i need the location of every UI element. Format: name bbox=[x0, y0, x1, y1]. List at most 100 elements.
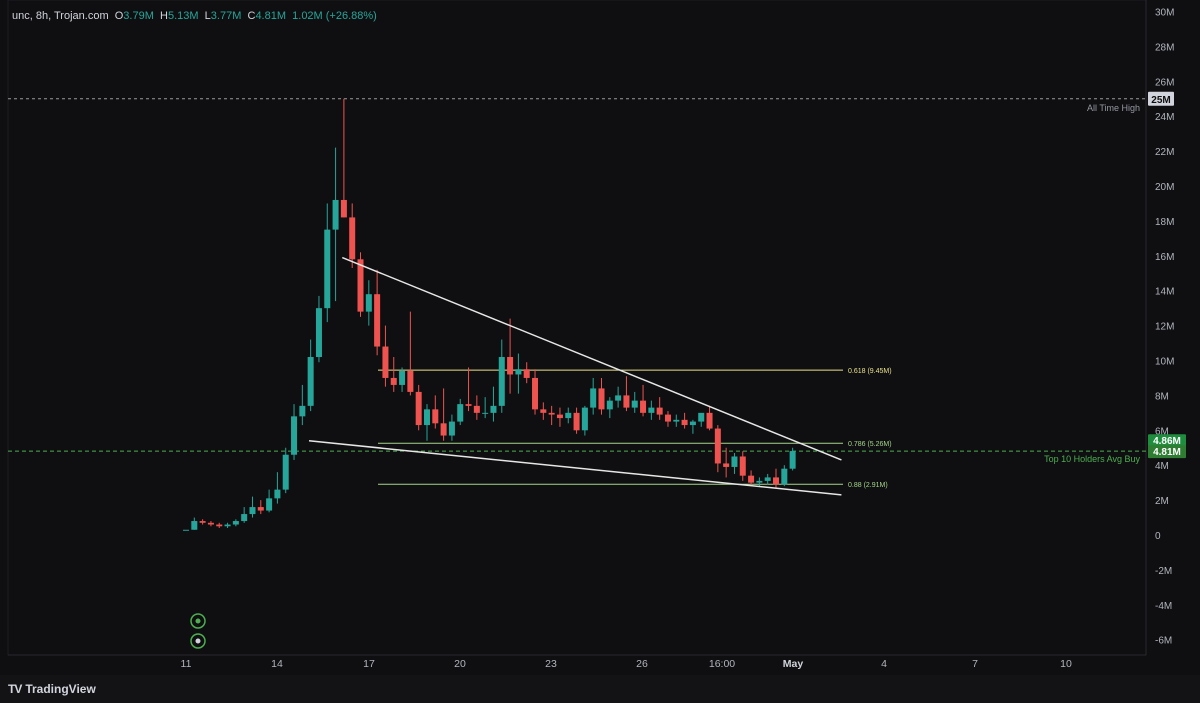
candle-body bbox=[648, 407, 655, 413]
candle-body bbox=[432, 409, 439, 424]
fib-level-label: 0.786 (5.26M) bbox=[848, 441, 892, 448]
y-tick-label: 20M bbox=[1155, 182, 1174, 193]
candle-body bbox=[698, 412, 705, 422]
y-tick-label: 2M bbox=[1155, 496, 1169, 507]
candle-body bbox=[748, 475, 755, 483]
candle-body bbox=[224, 524, 231, 527]
x-tick-label: 16:00 bbox=[709, 658, 735, 670]
candle-body bbox=[540, 409, 547, 413]
x-tick-label: 11 bbox=[181, 658, 192, 670]
x-tick-label: 14 bbox=[271, 658, 283, 670]
y-tick-label: 10M bbox=[1155, 357, 1174, 368]
y-tick-label: -2M bbox=[1155, 566, 1172, 577]
candle-body bbox=[465, 404, 472, 406]
candle-body bbox=[191, 521, 198, 530]
y-tick-label: -4M bbox=[1155, 601, 1172, 612]
candle-body bbox=[756, 480, 763, 483]
y-tick-label: 12M bbox=[1155, 322, 1174, 333]
candle-body bbox=[266, 498, 273, 511]
candle-body bbox=[407, 370, 414, 392]
symbol-legend: unc, 8h, Trojan.com O3.79M H5.13M L3.77M… bbox=[12, 10, 377, 22]
x-tick-label: 7 bbox=[972, 658, 978, 670]
candle-body bbox=[556, 414, 563, 419]
tradingview-name: TradingView bbox=[25, 682, 96, 696]
candle-body bbox=[357, 259, 364, 312]
price-tag: 4.81M bbox=[1153, 447, 1181, 458]
high-label: H bbox=[160, 10, 168, 22]
rocket-icon[interactable] bbox=[190, 633, 206, 649]
candle-body bbox=[440, 423, 447, 436]
candle-body bbox=[615, 395, 622, 401]
tradingview-logo[interactable]: TV TradingView bbox=[8, 682, 96, 696]
x-tick-label: 23 bbox=[545, 658, 557, 670]
candle-body bbox=[781, 468, 788, 485]
candle-body bbox=[606, 400, 613, 410]
y-tick-label: 4M bbox=[1155, 461, 1169, 472]
trendline[interactable] bbox=[341, 256, 842, 461]
candle-body bbox=[598, 388, 605, 410]
candle-body bbox=[689, 421, 696, 426]
candle-body bbox=[590, 388, 597, 408]
y-tick-label: 24M bbox=[1155, 112, 1174, 123]
candle-body bbox=[789, 451, 796, 469]
candle-body bbox=[673, 419, 680, 422]
smiley-icon-glyph bbox=[195, 618, 201, 624]
candle-body bbox=[723, 463, 730, 467]
candle-body bbox=[349, 217, 356, 260]
candle-body bbox=[216, 524, 223, 527]
candle-body bbox=[199, 521, 206, 523]
candle-body bbox=[315, 308, 322, 358]
close-label: C bbox=[247, 10, 256, 22]
candle-body bbox=[282, 454, 289, 490]
change-value: 1.02M (+26.88%) bbox=[292, 10, 377, 22]
candle-body bbox=[482, 412, 489, 414]
candle-body bbox=[390, 377, 397, 385]
candle-body bbox=[382, 346, 389, 378]
high-value: 5.13M bbox=[167, 10, 199, 22]
candle-body bbox=[773, 477, 780, 485]
avg-buy-label: Top 10 Holders Avg Buy bbox=[1044, 454, 1140, 464]
tradingview-logo-mark: TV bbox=[8, 682, 22, 696]
y-tick-label: 18M bbox=[1155, 217, 1174, 228]
low-value: 3.77M bbox=[210, 10, 242, 22]
candle-body bbox=[473, 405, 480, 413]
candle-body bbox=[332, 199, 339, 230]
ath-tag-bg bbox=[1148, 91, 1174, 106]
close-value: 4.81M bbox=[255, 10, 287, 22]
candle-body bbox=[656, 407, 663, 415]
candle-body bbox=[515, 369, 522, 375]
candle-body bbox=[374, 294, 381, 347]
open-value: 3.79M bbox=[123, 10, 154, 22]
y-tick-label: 6M bbox=[1155, 426, 1169, 437]
candle-body bbox=[664, 414, 671, 422]
y-tick-label: 28M bbox=[1155, 42, 1174, 53]
candle-body bbox=[274, 489, 281, 499]
candle-body bbox=[623, 395, 630, 408]
candle-body bbox=[764, 477, 771, 481]
candle-body bbox=[681, 419, 688, 426]
candle-body bbox=[739, 456, 746, 476]
fib-level-label: 0.88 (2.91M) bbox=[848, 482, 888, 489]
x-tick-label: 17 bbox=[363, 658, 375, 670]
candle-body bbox=[498, 357, 505, 406]
candle-body bbox=[714, 428, 721, 464]
candle-body bbox=[257, 507, 264, 511]
x-tick-label: 26 bbox=[636, 658, 648, 670]
price-tag-bg bbox=[1148, 445, 1186, 459]
candle-body bbox=[183, 529, 189, 531]
candle-body bbox=[299, 405, 306, 417]
open-label: O bbox=[114, 10, 124, 22]
trendline[interactable] bbox=[308, 440, 842, 496]
candle-body bbox=[565, 412, 572, 419]
candle-body bbox=[307, 357, 314, 406]
candle-body bbox=[423, 409, 430, 426]
smiley-icon[interactable] bbox=[190, 613, 206, 629]
candle-body bbox=[457, 404, 464, 422]
rocket-icon-glyph bbox=[195, 638, 201, 644]
candle-body bbox=[532, 377, 539, 410]
candle-body bbox=[548, 412, 555, 415]
y-tick-label: 26M bbox=[1155, 77, 1174, 88]
y-tick-label: 16M bbox=[1155, 252, 1174, 263]
